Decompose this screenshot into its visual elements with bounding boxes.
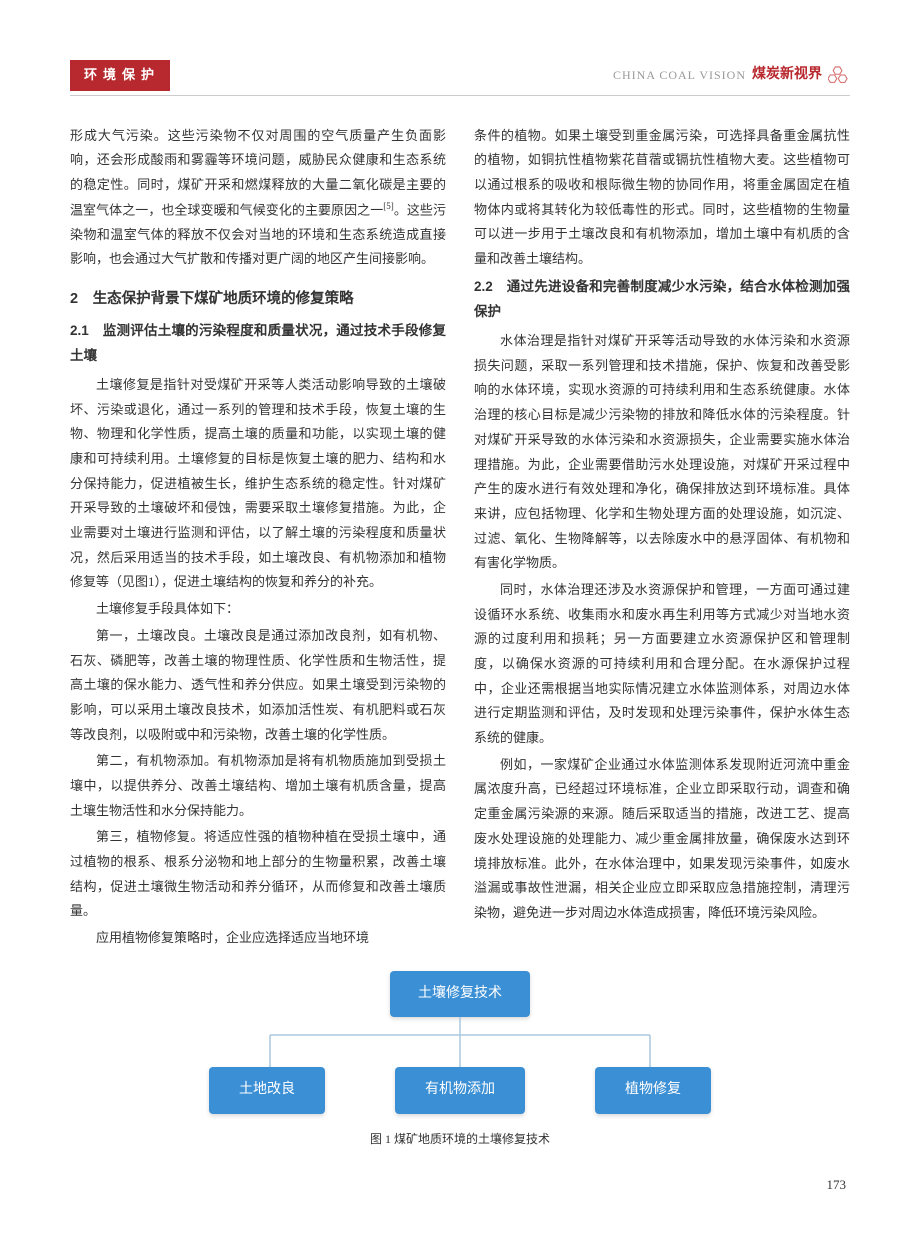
figure-1-diagram: 土壤修复技术 土地改良 有机物添加 植物修复 图 1 煤矿地质环境的土壤修复技术 <box>70 971 850 1151</box>
section-2-2-heading: 2.2 通过先进设备和完善制度减少水污染，结合水体检测加强保护 <box>474 274 850 325</box>
left-p7: 应用植物修复策略时，企业应选择适应当地环境 <box>70 926 446 951</box>
right-p3: 同时，水体治理还涉及水资源保护和管理，一方面可通过建设循环水系统、收集雨水和废水… <box>474 578 850 751</box>
left-p5: 第二，有机物添加。有机物添加是将有机物质施加到受损土壤中，以提供养分、改善土壤结… <box>70 749 446 823</box>
left-p3: 土壤修复手段具体如下： <box>70 597 446 622</box>
figure-1-caption: 图 1 煤矿地质环境的土壤修复技术 <box>370 1128 550 1151</box>
page-container: 环境保护 CHINA COAL VISION 煤炭新视界 形成大气污染。这些污染… <box>0 0 920 1237</box>
page-number: 173 <box>70 1173 850 1198</box>
hex-logo-icon <box>828 65 850 85</box>
left-p4: 第一，土壤改良。土壤改良是通过添加改良剂，如有机物、石灰、磷肥等，改善土壤的物理… <box>70 624 446 747</box>
diagram-connector-lines <box>200 1017 720 1067</box>
diagram-root-node: 土壤修复技术 <box>390 971 530 1018</box>
right-p4: 例如，一家煤矿企业通过水体监测体系发现附近河流中重金属浓度升高，已经超过环境标准… <box>474 753 850 926</box>
journal-name-cn: 煤炭新视界 <box>752 62 822 89</box>
left-column: 形成大气污染。这些污染物不仅对周围的空气质量产生负面影响，还会形成酸雨和雾霾等环… <box>70 124 446 953</box>
right-column: 条件的植物。如果土壤受到重金属污染，可选择具备重金属抗性的植物，如铜抗性植物紫花… <box>474 124 850 953</box>
right-p1: 条件的植物。如果土壤受到重金属污染，可选择具备重金属抗性的植物，如铜抗性植物紫花… <box>474 124 850 272</box>
journal-name-en: CHINA COAL VISION <box>613 64 746 87</box>
diagram-leaf-1: 土地改良 <box>209 1067 325 1114</box>
left-p1: 形成大气污染。这些污染物不仅对周围的空气质量产生负面影响，还会形成酸雨和雾霾等环… <box>70 124 446 272</box>
journal-title-block: CHINA COAL VISION 煤炭新视界 <box>613 62 850 89</box>
section-2-heading: 2 生态保护背景下煤矿地质环境的修复策略 <box>70 286 446 314</box>
left-p6: 第三，植物修复。将适应性强的植物种植在受损土壤中，通过植物的根系、根系分泌物和地… <box>70 825 446 924</box>
diagram-leaf-row: 土地改良 有机物添加 植物修复 <box>209 1067 711 1114</box>
diagram-leaf-3: 植物修复 <box>595 1067 711 1114</box>
citation-5: [5] <box>383 201 394 211</box>
page-header: 环境保护 CHINA COAL VISION 煤炭新视界 <box>70 60 850 96</box>
left-p2: 土壤修复是指针对受煤矿开采等人类活动影响导致的土壤破坏、污染或退化，通过一系列的… <box>70 373 446 595</box>
diagram-leaf-2: 有机物添加 <box>395 1067 525 1114</box>
section-2-1-heading: 2.1 监测评估土壤的污染程度和质量状况，通过技术手段修复土壤 <box>70 318 446 369</box>
right-p2: 水体治理是指针对煤矿开采等活动导致的水体污染和水资源损失问题，采取一系列管理和技… <box>474 329 850 576</box>
two-column-layout: 形成大气污染。这些污染物不仅对周围的空气质量产生负面影响，还会形成酸雨和雾霾等环… <box>70 124 850 953</box>
category-badge: 环境保护 <box>70 60 170 91</box>
